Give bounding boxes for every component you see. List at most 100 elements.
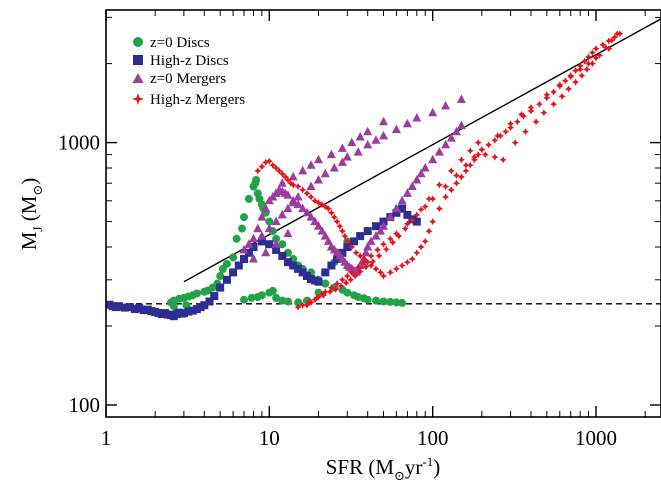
point-high-z-merger xyxy=(324,205,332,213)
point-z0-merger xyxy=(320,231,330,240)
point-high-z-disc xyxy=(240,255,248,263)
point-z0-merger xyxy=(257,231,267,240)
point-high-z-merger xyxy=(576,65,584,73)
point-z0-merger xyxy=(379,130,388,140)
point-z0-merger xyxy=(391,203,401,213)
point-z0-merger xyxy=(306,212,316,221)
point-high-z-merger xyxy=(352,249,360,257)
point-z0-merger xyxy=(355,132,365,141)
point-high-z-merger xyxy=(470,153,478,161)
point-high-z-merger xyxy=(338,227,346,235)
point-z0-merger xyxy=(298,165,308,175)
point-high-z-disc xyxy=(130,305,139,314)
point-high-z-merger xyxy=(532,118,540,126)
point-z0-merger xyxy=(391,124,401,134)
point-high-z-merger xyxy=(356,268,364,276)
point-high-z-merger xyxy=(447,186,455,194)
point-z0-merger xyxy=(306,181,316,190)
point-z0-disc xyxy=(240,295,248,304)
point-high-z-merger xyxy=(343,237,351,245)
point-high-z-disc xyxy=(188,306,197,315)
point-high-z-disc xyxy=(372,222,380,231)
legend-item-z0-discs: z=0 Discs xyxy=(133,35,210,51)
point-high-z-merger xyxy=(608,36,616,44)
point-z0-disc xyxy=(182,301,191,310)
point-high-z-merger xyxy=(435,181,443,189)
point-z0-merger xyxy=(402,188,412,197)
point-high-z-merger xyxy=(462,161,470,169)
point-z0-disc xyxy=(386,297,395,306)
point-high-z-merger xyxy=(360,258,368,266)
point-high-z-merger xyxy=(481,151,489,159)
point-high-z-merger xyxy=(567,73,575,81)
point-high-z-disc xyxy=(120,303,129,312)
point-high-z-disc xyxy=(272,245,281,254)
point-z0-disc xyxy=(363,295,372,304)
point-high-z-merger xyxy=(380,240,387,248)
point-z0-merger xyxy=(456,94,466,103)
point-high-z-merger xyxy=(386,235,394,243)
point-high-z-disc xyxy=(135,304,144,313)
point-high-z-merger xyxy=(307,193,315,201)
point-high-z-merger xyxy=(520,112,527,120)
point-z0-merger xyxy=(363,139,373,149)
point-high-z-merger xyxy=(507,124,515,132)
point-high-z-merger xyxy=(417,206,425,213)
point-high-z-merger xyxy=(561,77,569,85)
point-z0-merger xyxy=(277,209,287,219)
point-z0-merger xyxy=(253,223,263,233)
point-z0-merger xyxy=(271,216,281,226)
point-high-z-merger xyxy=(351,272,359,280)
point-high-z-merger xyxy=(305,298,313,305)
point-z0-merger xyxy=(293,192,303,201)
point-high-z-merger xyxy=(565,85,573,93)
point-high-z-merger xyxy=(395,232,403,240)
point-high-z-merger xyxy=(556,81,564,89)
point-z0-merger xyxy=(428,154,438,164)
point-z0-merger xyxy=(412,175,422,184)
point-high-z-merger xyxy=(287,179,295,187)
point-high-z-merger xyxy=(326,288,334,296)
point-high-z-disc xyxy=(200,301,209,310)
point-z0-merger xyxy=(288,197,298,207)
point-high-z-merger xyxy=(408,216,416,224)
point-z0-merger xyxy=(314,154,323,164)
point-z0-disc xyxy=(169,302,178,311)
point-high-z-disc xyxy=(321,268,330,277)
point-high-z-merger xyxy=(592,45,600,53)
point-high-z-merger xyxy=(453,179,460,187)
point-high-z-merger xyxy=(367,262,375,269)
legend-marker-star xyxy=(132,93,144,105)
point-high-z-merger xyxy=(336,222,344,230)
point-high-z-merger xyxy=(321,288,329,296)
point-z0-merger xyxy=(371,231,381,240)
point-high-z-merger xyxy=(578,72,586,80)
point-high-z-merger xyxy=(581,57,588,65)
point-high-z-merger xyxy=(421,237,429,245)
point-z0-merger xyxy=(441,100,451,110)
point-high-z-merger xyxy=(474,139,482,147)
point-z0-merger xyxy=(306,160,316,169)
y-tick-label: 100 xyxy=(69,393,101,417)
point-high-z-merger xyxy=(348,268,356,276)
point-high-z-disc xyxy=(216,283,225,292)
point-high-z-merger xyxy=(354,263,362,271)
point-high-z-merger xyxy=(254,167,262,175)
point-high-z-merger xyxy=(572,67,580,75)
point-high-z-merger xyxy=(327,284,335,292)
point-high-z-merger xyxy=(588,60,596,68)
point-z0-merger xyxy=(385,212,395,221)
point-high-z-merger xyxy=(362,263,370,271)
point-high-z-merger xyxy=(599,41,607,49)
point-z0-disc xyxy=(229,253,238,262)
point-z0-merger xyxy=(363,126,373,136)
point-high-z-merger xyxy=(374,246,382,254)
point-z0-disc xyxy=(216,272,225,280)
point-z0-merger xyxy=(302,207,312,217)
point-high-z-disc xyxy=(343,243,352,251)
point-high-z-merger xyxy=(356,252,364,260)
axis-ticks: 1 10 100 1000 100 1000 xyxy=(58,10,661,450)
point-high-z-merger xyxy=(613,30,621,38)
point-high-z-merger xyxy=(278,170,286,178)
legend-marker-triangle xyxy=(132,73,144,83)
